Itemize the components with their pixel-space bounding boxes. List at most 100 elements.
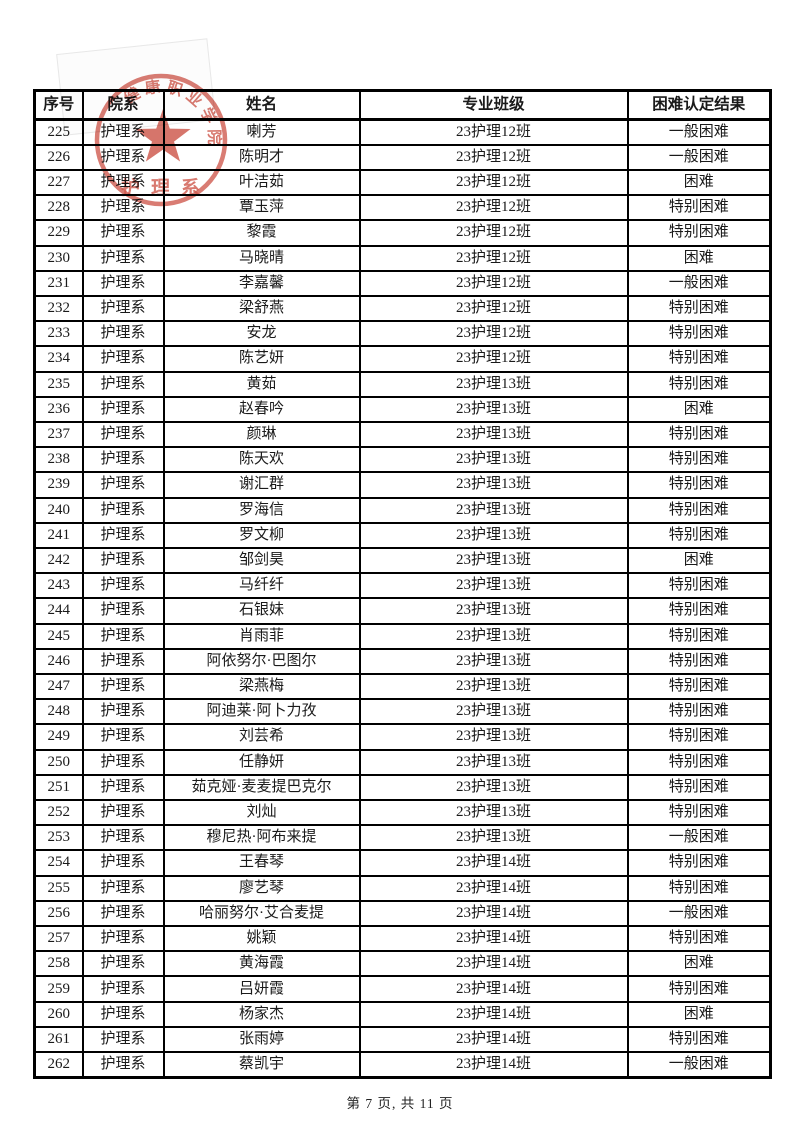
cell-department: 护理系 [81,294,165,323]
cell-department: 护理系 [81,546,165,575]
cell-serial-number: 245 [33,622,84,650]
cell-department: 护理系 [81,118,165,146]
cell-name: 刘灿 [162,798,361,827]
table-row: 239 护理系 谢汇群 23护理13班 特别困难 [33,471,772,499]
cell-name: 李嘉馨 [162,269,361,297]
cell-department: 护理系 [81,950,165,978]
cell-major-class: 23护理12班 [358,194,629,222]
table-row: 234 护理系 陈艺妍 23护理12班 特别困难 [33,345,772,373]
table-row: 243 护理系 马纤纤 23护理13班 特别困难 [33,572,772,600]
cell-difficulty-result: 特别困难 [626,471,772,499]
cell-major-class: 23护理13班 [358,647,629,675]
cell-difficulty-result: 一般困难 [626,143,772,171]
cell-difficulty-result: 特别困难 [626,798,772,827]
cell-difficulty-result: 一般困难 [626,118,772,146]
cell-department: 护理系 [81,597,165,625]
table-row: 235 护理系 黄茹 23护理13班 特别困难 [33,370,772,398]
cell-difficulty-result: 特别困难 [626,572,772,600]
cell-difficulty-result: 特别困难 [626,294,772,323]
cell-serial-number: 233 [33,320,84,348]
cell-serial-number: 251 [33,773,84,801]
cell-major-class: 23护理14班 [358,849,629,877]
table-row: 252 护理系 刘灿 23护理13班 特别困难 [33,798,772,827]
table-row: 229 护理系 黎霞 23护理12班 特别困难 [33,219,772,247]
cell-major-class: 23护理12班 [358,345,629,373]
cell-name: 陈天欢 [162,446,361,474]
table-row: 242 护理系 邹剑昊 23护理13班 困难 [33,546,772,575]
table-row: 230 护理系 马晓晴 23护理12班 困难 [33,244,772,272]
table-row: 257 护理系 姚颖 23护理14班 特别困难 [33,924,772,953]
cell-major-class: 23护理13班 [358,698,629,726]
cell-major-class: 23护理13班 [358,420,629,449]
cell-difficulty-result: 一般困难 [626,1050,772,1079]
cell-difficulty-result: 特别困难 [626,446,772,474]
cell-major-class: 23护理12班 [358,168,629,197]
table-row: 253 护理系 穆尼热·阿布来提 23护理13班 一般困难 [33,824,772,852]
cell-serial-number: 262 [33,1050,84,1079]
difficulty-roster-table: 序号 院系 姓名 专业班级 困难认定结果 225 护理系 喇芳 23护理12班 … [33,89,772,1079]
table-row: 258 护理系 黄海霞 23护理14班 困难 [33,950,772,978]
cell-serial-number: 253 [33,824,84,852]
cell-difficulty-result: 特别困难 [626,748,772,776]
cell-name: 梁燕梅 [162,672,361,701]
cell-department: 护理系 [81,395,165,423]
cell-department: 护理系 [81,143,165,171]
cell-serial-number: 229 [33,219,84,247]
cell-serial-number: 243 [33,572,84,600]
cell-name: 任静妍 [162,748,361,776]
cell-difficulty-result: 特别困难 [626,194,772,222]
cell-major-class: 23护理12班 [358,219,629,247]
cell-serial-number: 231 [33,269,84,297]
cell-serial-number: 250 [33,748,84,776]
cell-name: 安龙 [162,320,361,348]
table-body: 225 护理系 喇芳 23护理12班 一般困难 226 护理系 陈明才 23护理… [33,118,772,1079]
cell-department: 护理系 [81,798,165,827]
cell-department: 护理系 [81,269,165,297]
cell-serial-number: 249 [33,723,84,751]
cell-name: 石银妹 [162,597,361,625]
cell-name: 刘芸希 [162,723,361,751]
cell-name: 邹剑昊 [162,546,361,575]
cell-major-class: 23护理13班 [358,521,629,549]
cell-name: 马纤纤 [162,572,361,600]
cell-major-class: 23护理13班 [358,572,629,600]
cell-difficulty-result: 困难 [626,395,772,423]
cell-department: 护理系 [81,219,165,247]
cell-serial-number: 234 [33,345,84,373]
cell-department: 护理系 [81,168,165,197]
table-row: 254 护理系 王春琴 23护理14班 特别困难 [33,849,772,877]
table-row: 261 护理系 张雨婷 23护理14班 特别困难 [33,1025,772,1054]
cell-major-class: 23护理14班 [358,924,629,953]
cell-major-class: 23护理14班 [358,1025,629,1054]
cell-name: 罗文柳 [162,521,361,549]
header-difficulty-result: 困难认定结果 [626,89,772,121]
cell-department: 护理系 [81,244,165,272]
cell-department: 护理系 [81,975,165,1003]
cell-major-class: 23护理14班 [358,899,629,928]
cell-major-class: 23护理12班 [358,320,629,348]
cell-serial-number: 244 [33,597,84,625]
header-department: 院系 [81,89,165,121]
cell-serial-number: 235 [33,370,84,398]
cell-name: 黄茹 [162,370,361,398]
cell-serial-number: 248 [33,698,84,726]
cell-department: 护理系 [81,320,165,348]
table-row: 232 护理系 梁舒燕 23护理12班 特别困难 [33,294,772,323]
cell-difficulty-result: 特别困难 [626,496,772,524]
cell-name: 黎霞 [162,219,361,247]
cell-major-class: 23护理13班 [358,370,629,398]
cell-name: 廖艺琴 [162,874,361,902]
cell-serial-number: 240 [33,496,84,524]
cell-name: 谢汇群 [162,471,361,499]
cell-difficulty-result: 困难 [626,546,772,575]
cell-name: 覃玉萍 [162,194,361,222]
cell-difficulty-result: 特别困难 [626,219,772,247]
cell-serial-number: 236 [33,395,84,423]
cell-serial-number: 259 [33,975,84,1003]
cell-major-class: 23护理12班 [358,143,629,171]
table-header-row: 序号 院系 姓名 专业班级 困难认定结果 [33,89,772,121]
cell-department: 护理系 [81,345,165,373]
cell-name: 王春琴 [162,849,361,877]
cell-major-class: 23护理13班 [358,597,629,625]
cell-name: 陈明才 [162,143,361,171]
